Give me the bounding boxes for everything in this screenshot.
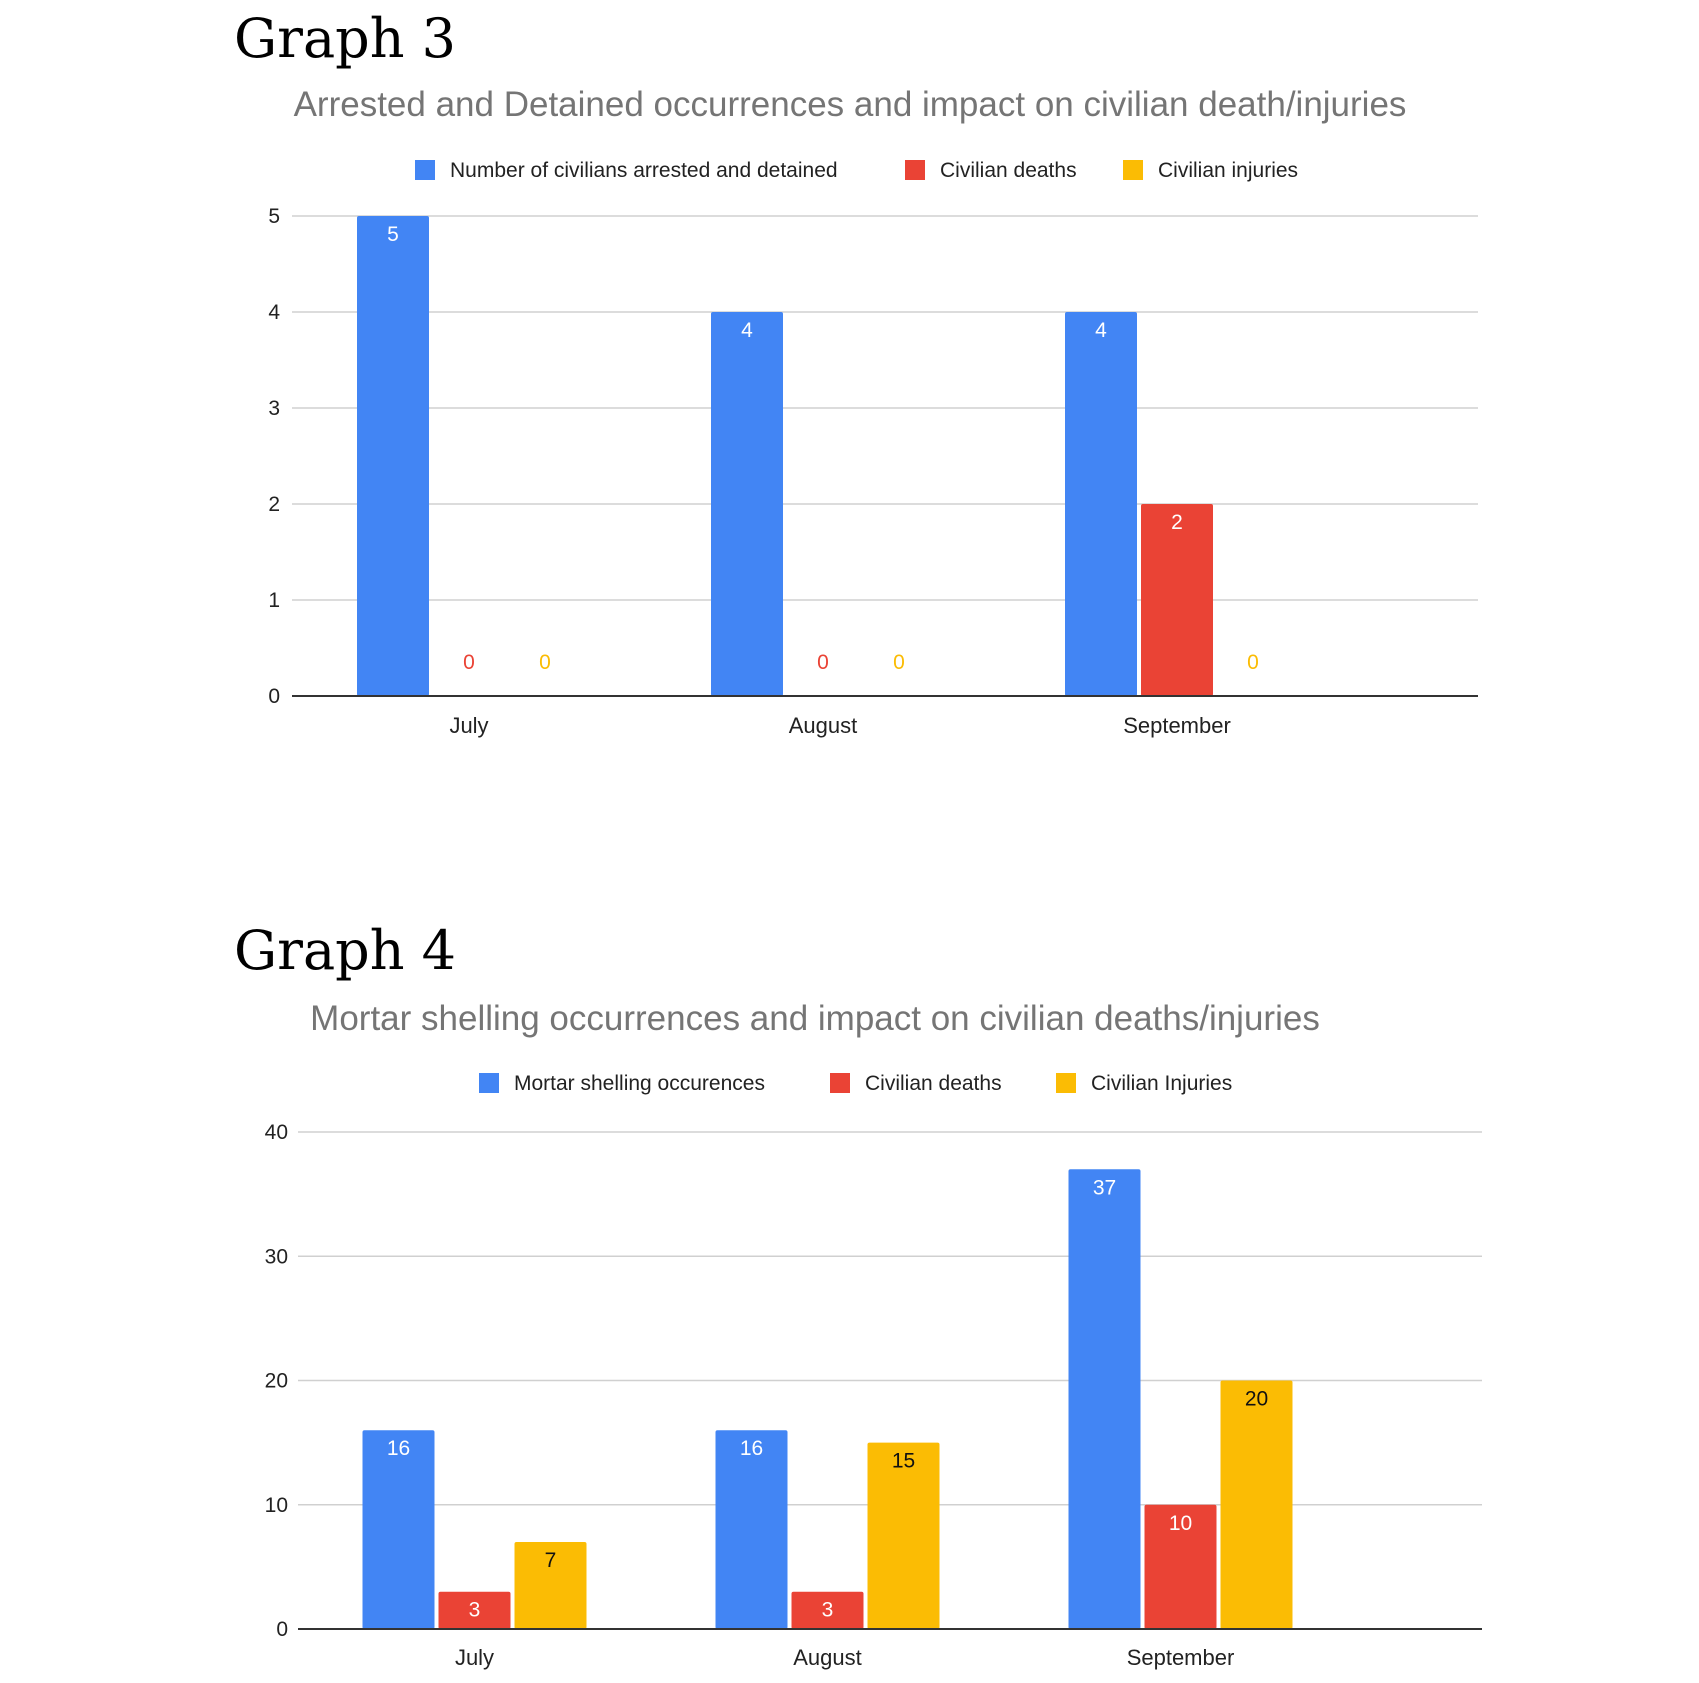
chart4-bar-september-mortar-shelling-occurences: [1068, 1169, 1141, 1629]
chart4-bar-july-mortar-shelling-occurences-value-label: 16: [387, 1437, 410, 1460]
chart4-bar-september-civilian-injuries-value-label: 20: [1245, 1388, 1268, 1411]
chart3-title: Arrested and Detained occurrences and im…: [294, 85, 1407, 124]
chart4-ytick-label-20: 20: [265, 1370, 288, 1393]
chart4-bar-july-civilian-deaths: [438, 1591, 511, 1629]
chart3-legend-swatch-number-of-civilians-arrested-and-detained: [415, 160, 435, 180]
chart3-ytick-label-1: 1: [268, 589, 280, 612]
chart4-legend-swatch-mortar-shelling-occurences: [479, 1073, 499, 1093]
chart3-bar-september-number-of-civilians-arrested-and-detained: [1065, 312, 1137, 696]
chart3-bar-september-civilian-deaths-value-label: 2: [1171, 511, 1183, 534]
chart-arrested-detained: Arrested and Detained occurrences and im…: [268, 85, 1478, 738]
chart3-bar-july-civilian-injuries-value-label: 0: [539, 651, 551, 674]
chart4-category-label-september: September: [1127, 1645, 1235, 1670]
chart3-ytick-label-2: 2: [268, 493, 280, 516]
chart4-bar-july-civilian-injuries: [514, 1542, 587, 1629]
chart4-legend-label-civilian-injuries: Civilian Injuries: [1091, 1072, 1232, 1095]
chart4-ytick-label-0: 0: [276, 1618, 288, 1641]
chart4-ytick-label-40: 40: [265, 1121, 288, 1144]
chart4-title: Mortar shelling occurrences and impact o…: [310, 999, 1320, 1038]
chart3-legend-label-civilian-deaths: Civilian deaths: [940, 159, 1077, 182]
chart4-bar-july-mortar-shelling-occurences: [362, 1430, 435, 1629]
chart3-legend-swatch-civilian-injuries: [1123, 160, 1143, 180]
chart3-category-label-july: July: [449, 713, 488, 738]
chart3-legend-swatch-civilian-deaths: [905, 160, 925, 180]
chart3-bar-august-civilian-deaths-value-label: 0: [817, 651, 829, 674]
chart3-ytick-label-5: 5: [268, 205, 280, 228]
chart4-bar-july-civilian-deaths-value-label: 3: [469, 1599, 481, 1622]
chart4-bar-august-civilian-deaths: [791, 1591, 864, 1629]
chart4-ytick-label-30: 30: [265, 1245, 288, 1268]
chart4-bar-august-civilian-injuries-value-label: 15: [892, 1450, 915, 1473]
chart3-bar-july-number-of-civilians-arrested-and-detained-value-label: 5: [387, 223, 399, 246]
chart4-legend-label-mortar-shelling-occurences: Mortar shelling occurences: [514, 1072, 765, 1095]
chart3-bar-july-number-of-civilians-arrested-and-detained: [357, 216, 429, 696]
graph-4-heading: Graph 4: [234, 919, 457, 982]
graph-3-heading: Graph 3: [234, 7, 457, 70]
chart4-ytick-label-10: 10: [265, 1494, 288, 1517]
chart4-bar-august-civilian-deaths-value-label: 3: [822, 1599, 834, 1622]
chart3-bar-august-civilian-injuries-value-label: 0: [893, 651, 905, 674]
chart3-category-label-august: August: [789, 713, 858, 738]
chart3-bar-september-civilian-deaths: [1141, 504, 1213, 696]
chart-mortar-shelling: Mortar shelling occurrences and impact o…: [265, 999, 1482, 1670]
chart3-ytick-label-0: 0: [268, 685, 280, 708]
chart4-bar-september-civilian-deaths-value-label: 10: [1169, 1512, 1192, 1535]
chart4-bar-august-civilian-injuries: [867, 1442, 940, 1629]
chart3-bar-september-number-of-civilians-arrested-and-detained-value-label: 4: [1095, 319, 1107, 342]
chart4-bar-september-civilian-injuries: [1220, 1380, 1293, 1629]
chart3-bar-august-number-of-civilians-arrested-and-detained-value-label: 4: [741, 319, 753, 342]
chart4-legend-label-civilian-deaths: Civilian deaths: [865, 1072, 1002, 1095]
chart4-category-label-july: July: [455, 1645, 494, 1670]
chart4-legend-swatch-civilian-deaths: [830, 1073, 850, 1093]
chart3-bar-july-civilian-deaths-value-label: 0: [463, 651, 475, 674]
chart4-bar-august-mortar-shelling-occurences-value-label: 16: [740, 1437, 763, 1460]
chart3-legend-label-number-of-civilians-arrested-and-detained: Number of civilians arrested and detaine…: [450, 159, 838, 182]
chart3-ytick-label-4: 4: [268, 301, 280, 324]
chart3-ytick-label-3: 3: [268, 397, 280, 420]
chart3-legend-label-civilian-injuries: Civilian injuries: [1158, 159, 1298, 182]
chart3-category-label-september: September: [1123, 713, 1231, 738]
chart4-bar-september-mortar-shelling-occurences-value-label: 37: [1093, 1176, 1116, 1199]
chart4-bar-july-civilian-injuries-value-label: 7: [545, 1549, 557, 1572]
chart4-bar-august-mortar-shelling-occurences: [715, 1430, 788, 1629]
chart4-category-label-august: August: [793, 1645, 862, 1670]
chart4-bar-september-civilian-deaths: [1144, 1504, 1217, 1629]
chart3-bar-august-number-of-civilians-arrested-and-detained: [711, 312, 783, 696]
chart4-legend-swatch-civilian-injuries: [1056, 1073, 1076, 1093]
chart3-bar-september-civilian-injuries-value-label: 0: [1247, 651, 1259, 674]
